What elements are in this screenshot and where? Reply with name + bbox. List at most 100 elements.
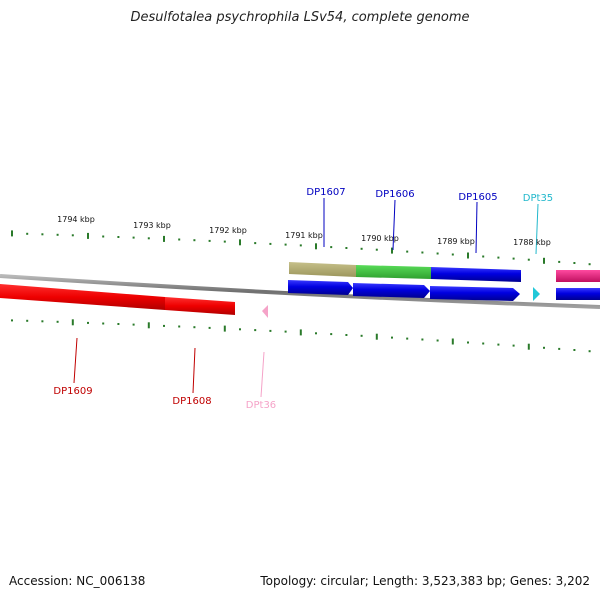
inner-minor-tick [254,329,257,332]
feature-khaki[interactable] [289,262,356,277]
inner-minor-tick [26,319,29,322]
gene-dp1606[interactable] [353,283,430,298]
gene-blue-right[interactable] [556,288,600,300]
gene-label-dpt36[interactable]: DPt36 [246,400,276,411]
callout-line-dp1608 [192,347,196,394]
callout-line-dp1609 [73,337,78,384]
inner-major-tick [71,319,74,326]
inner-minor-tick [558,347,561,350]
gene-label-dp1606[interactable]: DP1606 [375,189,414,200]
gene-label-dp1609[interactable]: DP1609 [53,386,92,397]
inner-minor-tick [421,338,424,341]
outer-minor-tick [71,234,74,237]
outer-minor-tick [223,240,226,243]
scale-label-1793: 1793 kbp [133,221,171,230]
outer-major-tick [239,239,241,246]
scale-label-1791: 1791 kbp [285,231,323,240]
inner-minor-tick [117,323,120,325]
gene-label-dp1608[interactable]: DP1608 [172,396,211,407]
inner-minor-tick [193,326,196,329]
outer-minor-tick [147,237,150,240]
accession-text: Accession: NC_006138 [9,574,146,588]
gene-dp1605[interactable] [430,286,520,301]
inner-minor-tick [512,344,515,347]
inner-major-tick [223,325,226,332]
inner-tick-track [11,319,591,353]
outer-major-tick [11,230,13,237]
outer-minor-tick [26,232,29,235]
outer-minor-tick [527,258,530,261]
outer-minor-tick [512,257,515,260]
callout-line-dpt35 [535,203,539,255]
gene-label-dp1605[interactable]: DP1605 [458,192,497,203]
inner-minor-tick [482,342,485,345]
inner-minor-tick [573,349,576,351]
inner-minor-tick [497,343,500,346]
outer-minor-tick [330,246,333,249]
inner-minor-tick [163,324,165,327]
outer-minor-tick [558,260,561,263]
inner-minor-tick [543,346,545,349]
trna-dpt35[interactable] [533,287,540,301]
scale-label-1794: 1794 kbp [57,215,95,224]
inner-minor-tick [132,323,135,326]
gene-dp1607[interactable] [288,280,353,295]
trna-dpt36[interactable] [262,305,268,318]
outer-major-tick [87,232,89,239]
inner-minor-tick [391,336,393,339]
outer-minor-tick [573,262,576,264]
outer-minor-tick [208,239,211,242]
outer-major-tick [391,247,393,254]
scale-label-1789: 1789 kbp [437,237,475,246]
outer-minor-tick [406,250,409,253]
topology-summary-text: Topology: circular; Length: 3,523,383 bp… [260,574,590,588]
gene-label-dp1607[interactable]: DP1607 [306,187,345,198]
inner-minor-tick [239,328,241,331]
outer-minor-tick [41,233,44,236]
outer-minor-tick [117,236,120,238]
feature-green[interactable] [356,265,431,279]
inner-minor-tick [315,332,317,335]
outer-minor-tick [451,253,454,256]
outer-major-tick [543,257,545,264]
outer-minor-tick [345,247,348,249]
feature-magenta[interactable] [556,270,600,282]
outer-major-tick [467,252,469,259]
inner-major-tick [527,343,530,350]
gene-dp1609[interactable] [0,284,165,310]
outer-minor-tick [497,256,500,259]
scale-label-1790: 1790 kbp [361,234,399,243]
outer-minor-tick [284,243,287,246]
outer-tick-track [11,230,591,266]
inner-minor-tick [208,326,211,329]
inner-minor-tick [360,334,363,337]
inner-minor-tick [56,320,59,323]
inner-minor-tick [330,333,333,336]
inner-minor-tick [467,341,469,344]
genome-backbone [0,274,600,309]
outer-minor-tick [482,255,485,258]
outer-major-tick [315,243,317,250]
outer-minor-tick [269,242,272,245]
inner-major-tick [375,333,378,340]
gene-dp1608[interactable] [165,297,235,315]
map-title: Desulfotalea psychrophila LSv54, complet… [130,10,470,25]
outer-minor-tick [299,244,302,247]
inner-major-tick [147,322,150,329]
callout-line-dp1606 [392,199,396,251]
outer-minor-tick [421,251,424,254]
inner-minor-tick [406,337,409,340]
outer-minor-tick [360,247,363,250]
inner-minor-tick [436,339,439,342]
outer-minor-tick [254,242,257,245]
outer-minor-tick [436,252,439,255]
inner-major-tick [451,338,454,345]
outer-minor-tick [102,235,105,238]
scale-label-1788: 1788 kbp [513,238,551,247]
outer-minor-tick [178,238,181,241]
outer-minor-tick [132,236,135,239]
inner-minor-tick [588,350,591,353]
feature-blue-top[interactable] [431,267,521,282]
gene-label-dpt35[interactable]: DPt35 [523,193,553,204]
